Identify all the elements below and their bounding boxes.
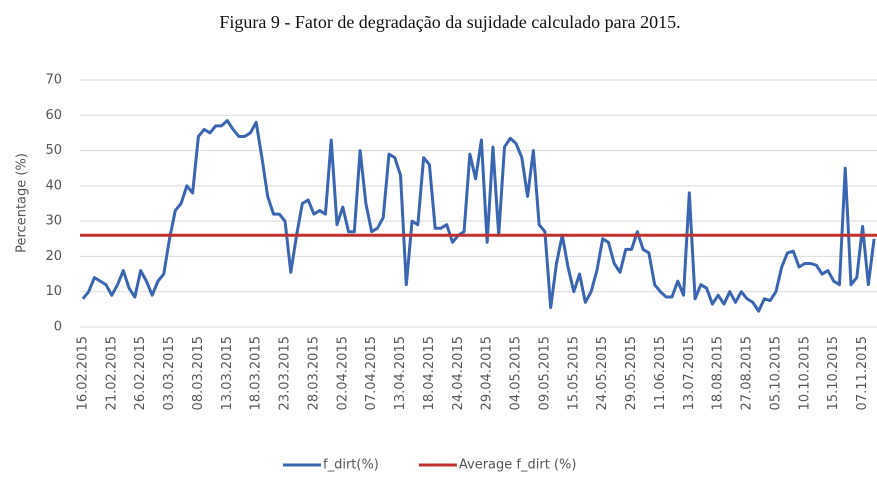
x-tick-label: 11.06.2015 — [653, 336, 668, 410]
y-tick-label: 10 — [45, 284, 62, 299]
x-tick-label: 09.05.2015 — [537, 336, 552, 410]
x-tick-label: 15.05.2015 — [566, 336, 581, 410]
legend-label: f_dirt(%) — [323, 458, 379, 473]
x-tick-label: 13.03.2015 — [220, 336, 235, 410]
x-tick-label: 21.02.2015 — [104, 336, 119, 410]
y-tick-label: 0 — [54, 320, 62, 335]
x-tick-label: 13.04.2015 — [393, 336, 408, 410]
x-tick-label: 08.03.2015 — [191, 336, 206, 410]
x-tick-label: 16.02.2015 — [75, 336, 90, 410]
x-tick-label: 18.03.2015 — [249, 336, 264, 410]
x-tick-label: 28.03.2015 — [306, 336, 321, 410]
x-tick-label: 18.08.2015 — [711, 336, 726, 410]
x-tick-label: 05.10.2015 — [768, 336, 783, 410]
x-tick-label: 04.05.2015 — [509, 336, 524, 410]
x-tick-label: 03.03.2015 — [162, 336, 177, 410]
x-tick-label: 26.02.2015 — [133, 336, 148, 410]
x-tick-label: 10.10.2015 — [797, 336, 812, 410]
x-tick-label: 27.08.2015 — [740, 336, 755, 410]
x-tick-label: 29.04.2015 — [480, 336, 495, 410]
x-tick-label: 13.07.2015 — [682, 336, 697, 410]
y-tick-label: 60 — [45, 108, 62, 123]
legend-label: Average f_dirt (%) — [459, 458, 577, 473]
y-tick-label: 40 — [45, 178, 62, 193]
y-tick-label: 70 — [45, 73, 62, 88]
x-tick-label: 24.05.2015 — [595, 336, 610, 410]
y-tick-label: 50 — [45, 143, 62, 158]
x-tick-label: 23.03.2015 — [278, 336, 293, 410]
x-tick-label: 07.04.2015 — [364, 336, 379, 410]
y-axis-label: Percentage (%) — [15, 153, 30, 253]
x-tick-label: 29.05.2015 — [624, 336, 639, 410]
x-tick-label: 18.04.2015 — [422, 336, 437, 410]
x-tick-label: 15.10.2015 — [826, 336, 841, 410]
chart-title: Figura 9 - Fator de degradação da sujida… — [219, 12, 680, 32]
y-tick-label: 20 — [45, 249, 62, 264]
data-line — [81, 119, 876, 313]
x-tick-label: 07.11.2015 — [855, 336, 870, 410]
y-tick-label: 30 — [45, 214, 62, 229]
x-tick-label: 24.04.2015 — [451, 336, 466, 410]
x-tick-label: 02.04.2015 — [335, 336, 350, 410]
